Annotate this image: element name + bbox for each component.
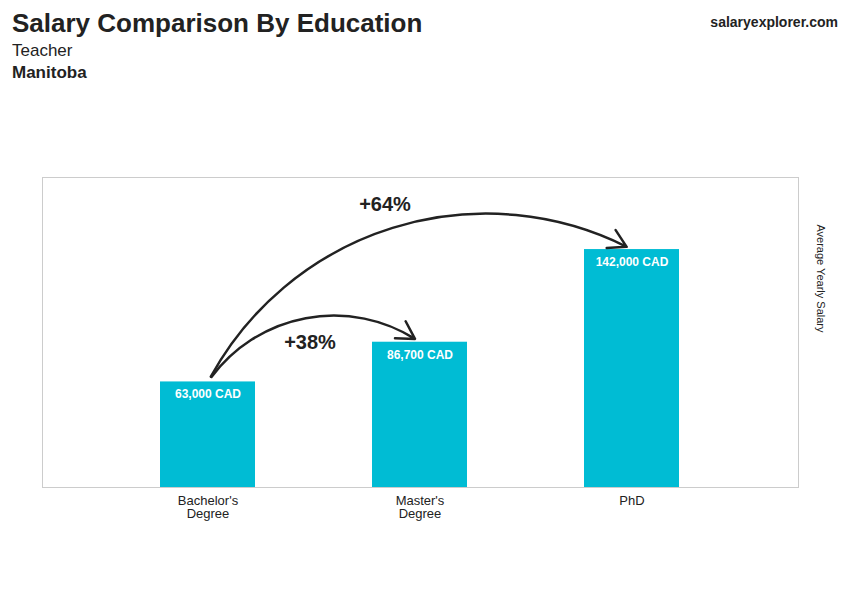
svg-text:63,000 CAD: 63,000 CAD xyxy=(175,387,241,401)
svg-text:Average Yearly Salary: Average Yearly Salary xyxy=(815,224,827,333)
svg-text:142,000 CAD: 142,000 CAD xyxy=(596,255,669,269)
html-text:Manitoba: Manitoba xyxy=(12,63,87,82)
svg-text:+38%: +38% xyxy=(284,331,336,353)
svg-text:Bachelor'sDegree: Bachelor'sDegree xyxy=(178,493,239,521)
svg-text:Master'sDegree: Master'sDegree xyxy=(396,493,445,521)
html-text:salaryexplorer.com: salaryexplorer.com xyxy=(710,14,838,30)
svg-text:PhD: PhD xyxy=(619,493,644,508)
html-text:Teacher: Teacher xyxy=(12,41,73,60)
html-text:Salary Comparison By Education: Salary Comparison By Education xyxy=(12,8,423,38)
svg-text:86,700 CAD: 86,700 CAD xyxy=(387,348,453,362)
svg-text:+64%: +64% xyxy=(359,193,411,215)
